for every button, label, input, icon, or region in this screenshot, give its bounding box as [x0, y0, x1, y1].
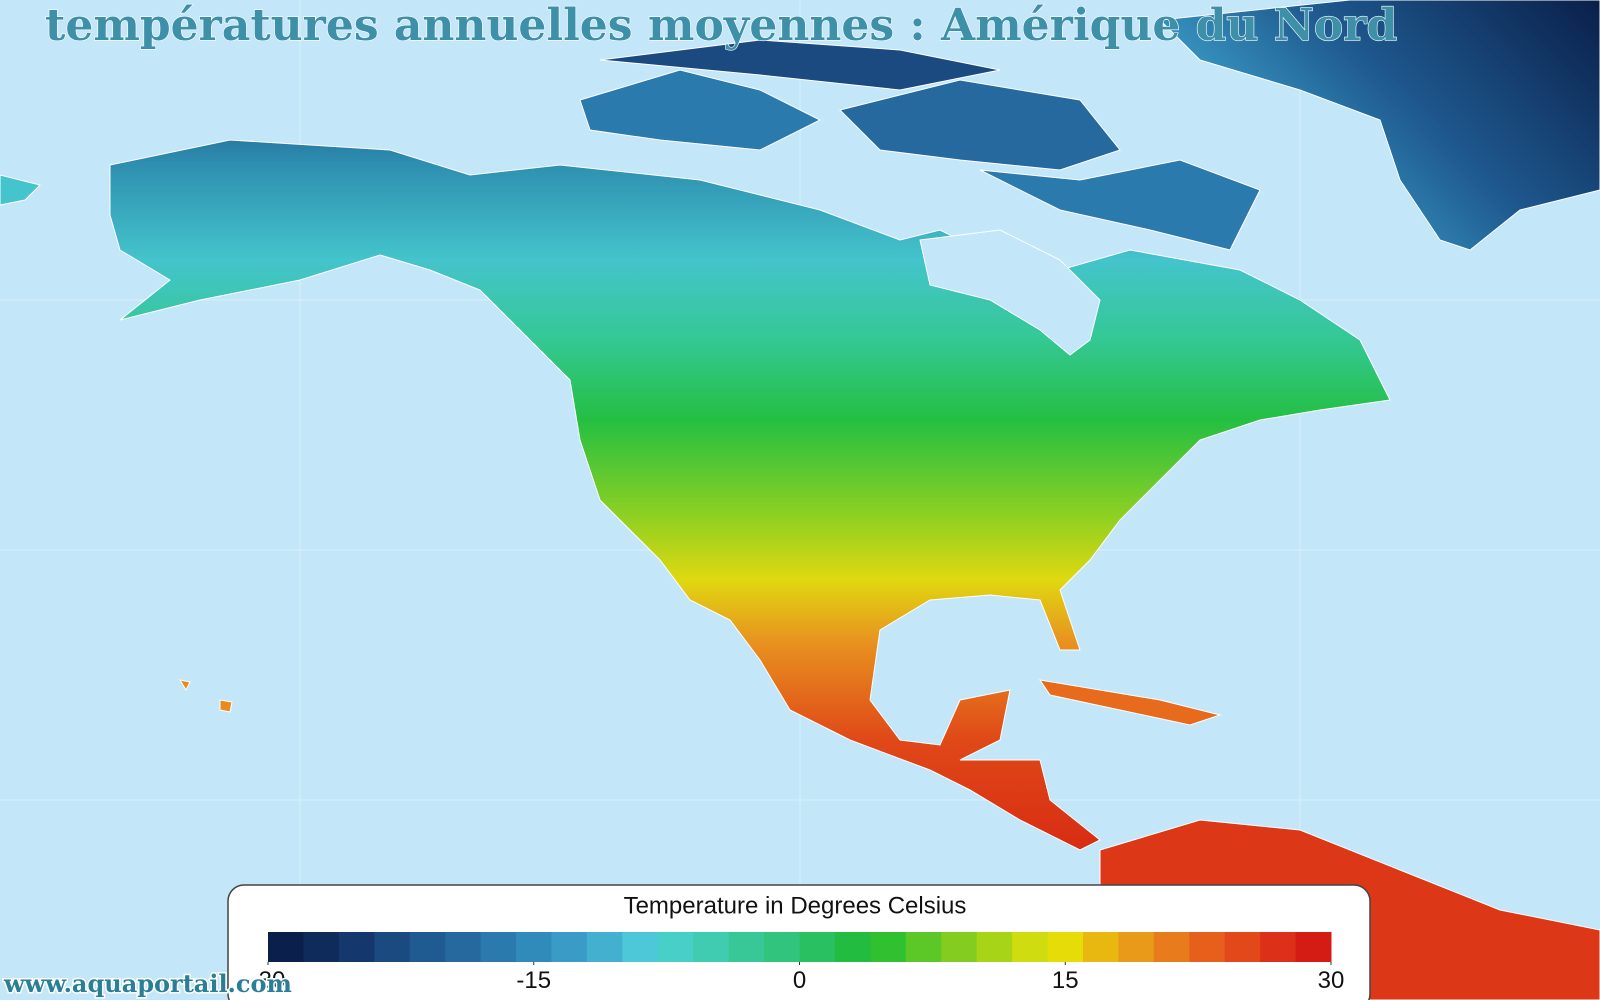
legend: Temperature in Degrees Celsius -30 -15 0 15… — [227, 884, 1371, 1000]
legend-title: Temperature in Degrees Celsius — [624, 892, 967, 919]
color-swatch — [799, 932, 836, 962]
color-swatch — [303, 932, 340, 962]
color-swatch — [1047, 932, 1084, 962]
tick-label: -30 — [251, 967, 286, 994]
color-swatch — [1012, 932, 1049, 962]
watermark: www.aquaportail.com — [3, 969, 292, 998]
color-swatch — [1224, 932, 1261, 962]
color-swatch — [834, 932, 871, 962]
tick-label: 15 — [1052, 967, 1079, 994]
color-swatch — [1260, 932, 1297, 962]
map-title: températures annuelles moyennes : Amériq… — [45, 0, 1397, 51]
color-swatch — [764, 932, 800, 962]
color-swatch — [374, 932, 411, 962]
color-swatch — [1153, 932, 1190, 962]
color-swatch — [445, 932, 482, 962]
color-swatch — [657, 932, 694, 962]
color-swatch — [905, 932, 942, 962]
color-swatch — [409, 932, 446, 962]
color-swatch — [622, 932, 659, 962]
color-swatch — [586, 932, 623, 962]
tick-label: -15 — [516, 967, 551, 994]
tick-label: 30 — [1318, 967, 1345, 994]
tick-label: 0 — [793, 967, 806, 994]
color-swatch — [338, 932, 375, 962]
color-swatch — [268, 932, 304, 962]
color-swatch — [728, 932, 765, 962]
color-swatch — [551, 932, 588, 962]
color-swatch — [1295, 932, 1332, 962]
color-swatch — [516, 932, 552, 962]
color-swatch — [1118, 932, 1155, 962]
color-swatch — [480, 932, 517, 962]
color-swatch — [976, 932, 1013, 962]
color-swatch — [870, 932, 907, 962]
color-swatch — [693, 932, 730, 962]
color-swatch — [941, 932, 978, 962]
color-swatch — [1189, 932, 1226, 962]
color-swatch — [1082, 932, 1119, 962]
